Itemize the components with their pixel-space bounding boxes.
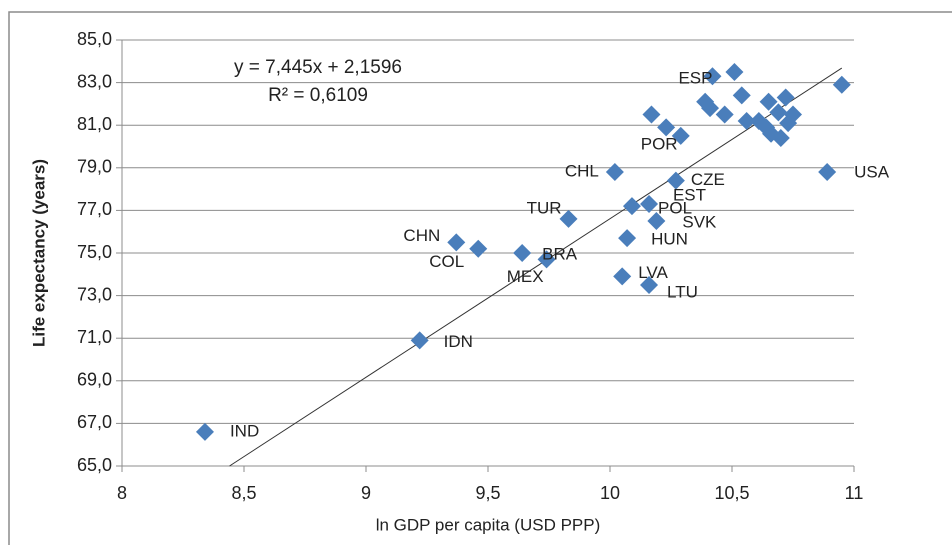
point-label: USA [854,163,890,182]
point [737,111,756,130]
point [657,118,676,137]
point [666,171,685,190]
point [759,92,778,111]
point [640,195,659,214]
x-tick-label: 9,5 [475,483,500,503]
x-tick-label: 8,5 [231,483,256,503]
y-axis-label: Life expectancy (years) [29,159,48,347]
point [613,267,632,286]
point-label: LVA [638,263,668,282]
point [622,197,641,216]
point [832,75,851,94]
point-label: CHN [403,226,440,245]
point-label: POL [658,198,692,217]
point [769,103,788,122]
y-tick-label: 75,0 [77,242,112,262]
x-tick-label: 9 [361,483,371,503]
y-tick-label: 81,0 [77,114,112,134]
x-axis-label: ln GDP per capita (USD PPP) [376,515,601,534]
point-label: TUR [527,198,562,217]
x-tick-label: 10 [600,483,620,503]
point [618,229,637,248]
trend-equation: y = 7,445x + 2,1596 [234,57,402,78]
y-tick-label: 73,0 [77,284,112,304]
point-label: COL [429,252,464,271]
point [647,212,666,231]
point-label: MEX [507,267,544,286]
y-tick-label: 69,0 [77,370,112,390]
x-tick-label: 10,5 [714,483,749,503]
point [410,331,429,350]
point [605,163,624,182]
point [771,128,790,147]
point-label: EST [673,186,706,205]
point [559,209,578,228]
point-label: ESP [678,69,712,88]
y-tick-label: 77,0 [77,199,112,219]
y-tick-label: 65,0 [77,455,112,475]
point [818,163,837,182]
point [671,126,690,145]
point [447,233,466,252]
y-tick-label: 83,0 [77,71,112,91]
point [732,86,751,105]
point [715,105,734,124]
point-label: CHL [565,162,599,181]
y-tick-label: 71,0 [77,327,112,347]
y-tick-label: 67,0 [77,412,112,432]
point [537,250,556,269]
point [195,422,214,441]
chart-frame [8,11,952,545]
point [513,244,532,262]
trend-r2: R² = 0,6109 [268,85,368,106]
x-tick-label: 8 [117,483,127,503]
point [703,67,722,86]
point-label: LTU [667,282,698,301]
point-label: POR [641,134,678,153]
point [640,275,659,294]
x-tick-label: 11 [845,483,864,503]
y-tick-label: 79,0 [77,157,112,177]
y-tick-label: 85,0 [77,29,112,49]
point [642,105,661,124]
point [725,62,744,81]
point-label: HUN [651,230,688,249]
trend-line [229,67,843,467]
point [776,88,795,107]
point-label: IND [230,421,259,440]
point-label: BRA [542,244,578,263]
point-label: IDN [444,332,473,351]
point-label: SVK [682,213,717,232]
point-label: CZE [691,170,725,189]
point [469,239,488,258]
point [701,99,720,118]
point [784,105,802,124]
